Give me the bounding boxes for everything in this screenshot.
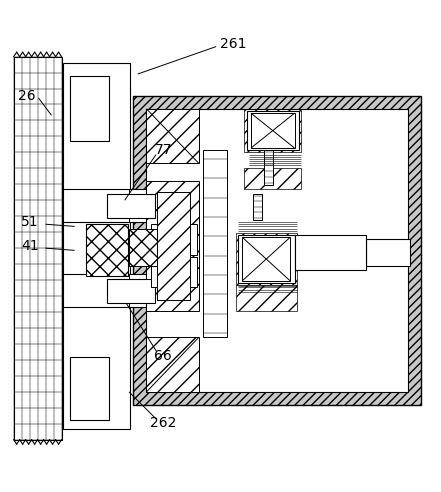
Bar [134, 96, 421, 405]
Bar [244, 109, 301, 153]
Bar [157, 191, 190, 301]
Bar [107, 278, 155, 303]
Bar [151, 224, 197, 255]
Bar [151, 257, 197, 287]
Text: 66: 66 [154, 349, 172, 363]
Bar [14, 57, 62, 440]
Bar [236, 285, 297, 311]
Bar [146, 109, 408, 392]
Text: 262: 262 [150, 416, 176, 430]
Text: 41: 41 [22, 239, 39, 253]
Bar [236, 233, 297, 285]
Bar [253, 194, 262, 220]
Bar [63, 63, 131, 429]
Text: 261: 261 [220, 37, 247, 51]
Bar [70, 357, 109, 420]
Bar [146, 181, 199, 311]
Text: 77: 77 [155, 143, 172, 157]
Bar [70, 76, 109, 142]
Bar [86, 224, 128, 277]
Bar [157, 191, 190, 301]
Bar [244, 168, 301, 189]
Bar [203, 150, 227, 338]
Bar [146, 338, 199, 392]
Bar [107, 194, 155, 217]
Bar [242, 237, 290, 281]
Text: 51: 51 [22, 215, 39, 229]
Bar [366, 240, 410, 266]
Bar [63, 275, 148, 307]
Bar [129, 229, 157, 266]
Bar [295, 235, 366, 270]
Text: 26: 26 [18, 89, 36, 103]
Bar [264, 150, 273, 185]
Bar [238, 235, 295, 283]
Bar [146, 109, 199, 163]
Bar [63, 189, 148, 222]
Bar [247, 111, 299, 150]
Bar [251, 113, 295, 148]
